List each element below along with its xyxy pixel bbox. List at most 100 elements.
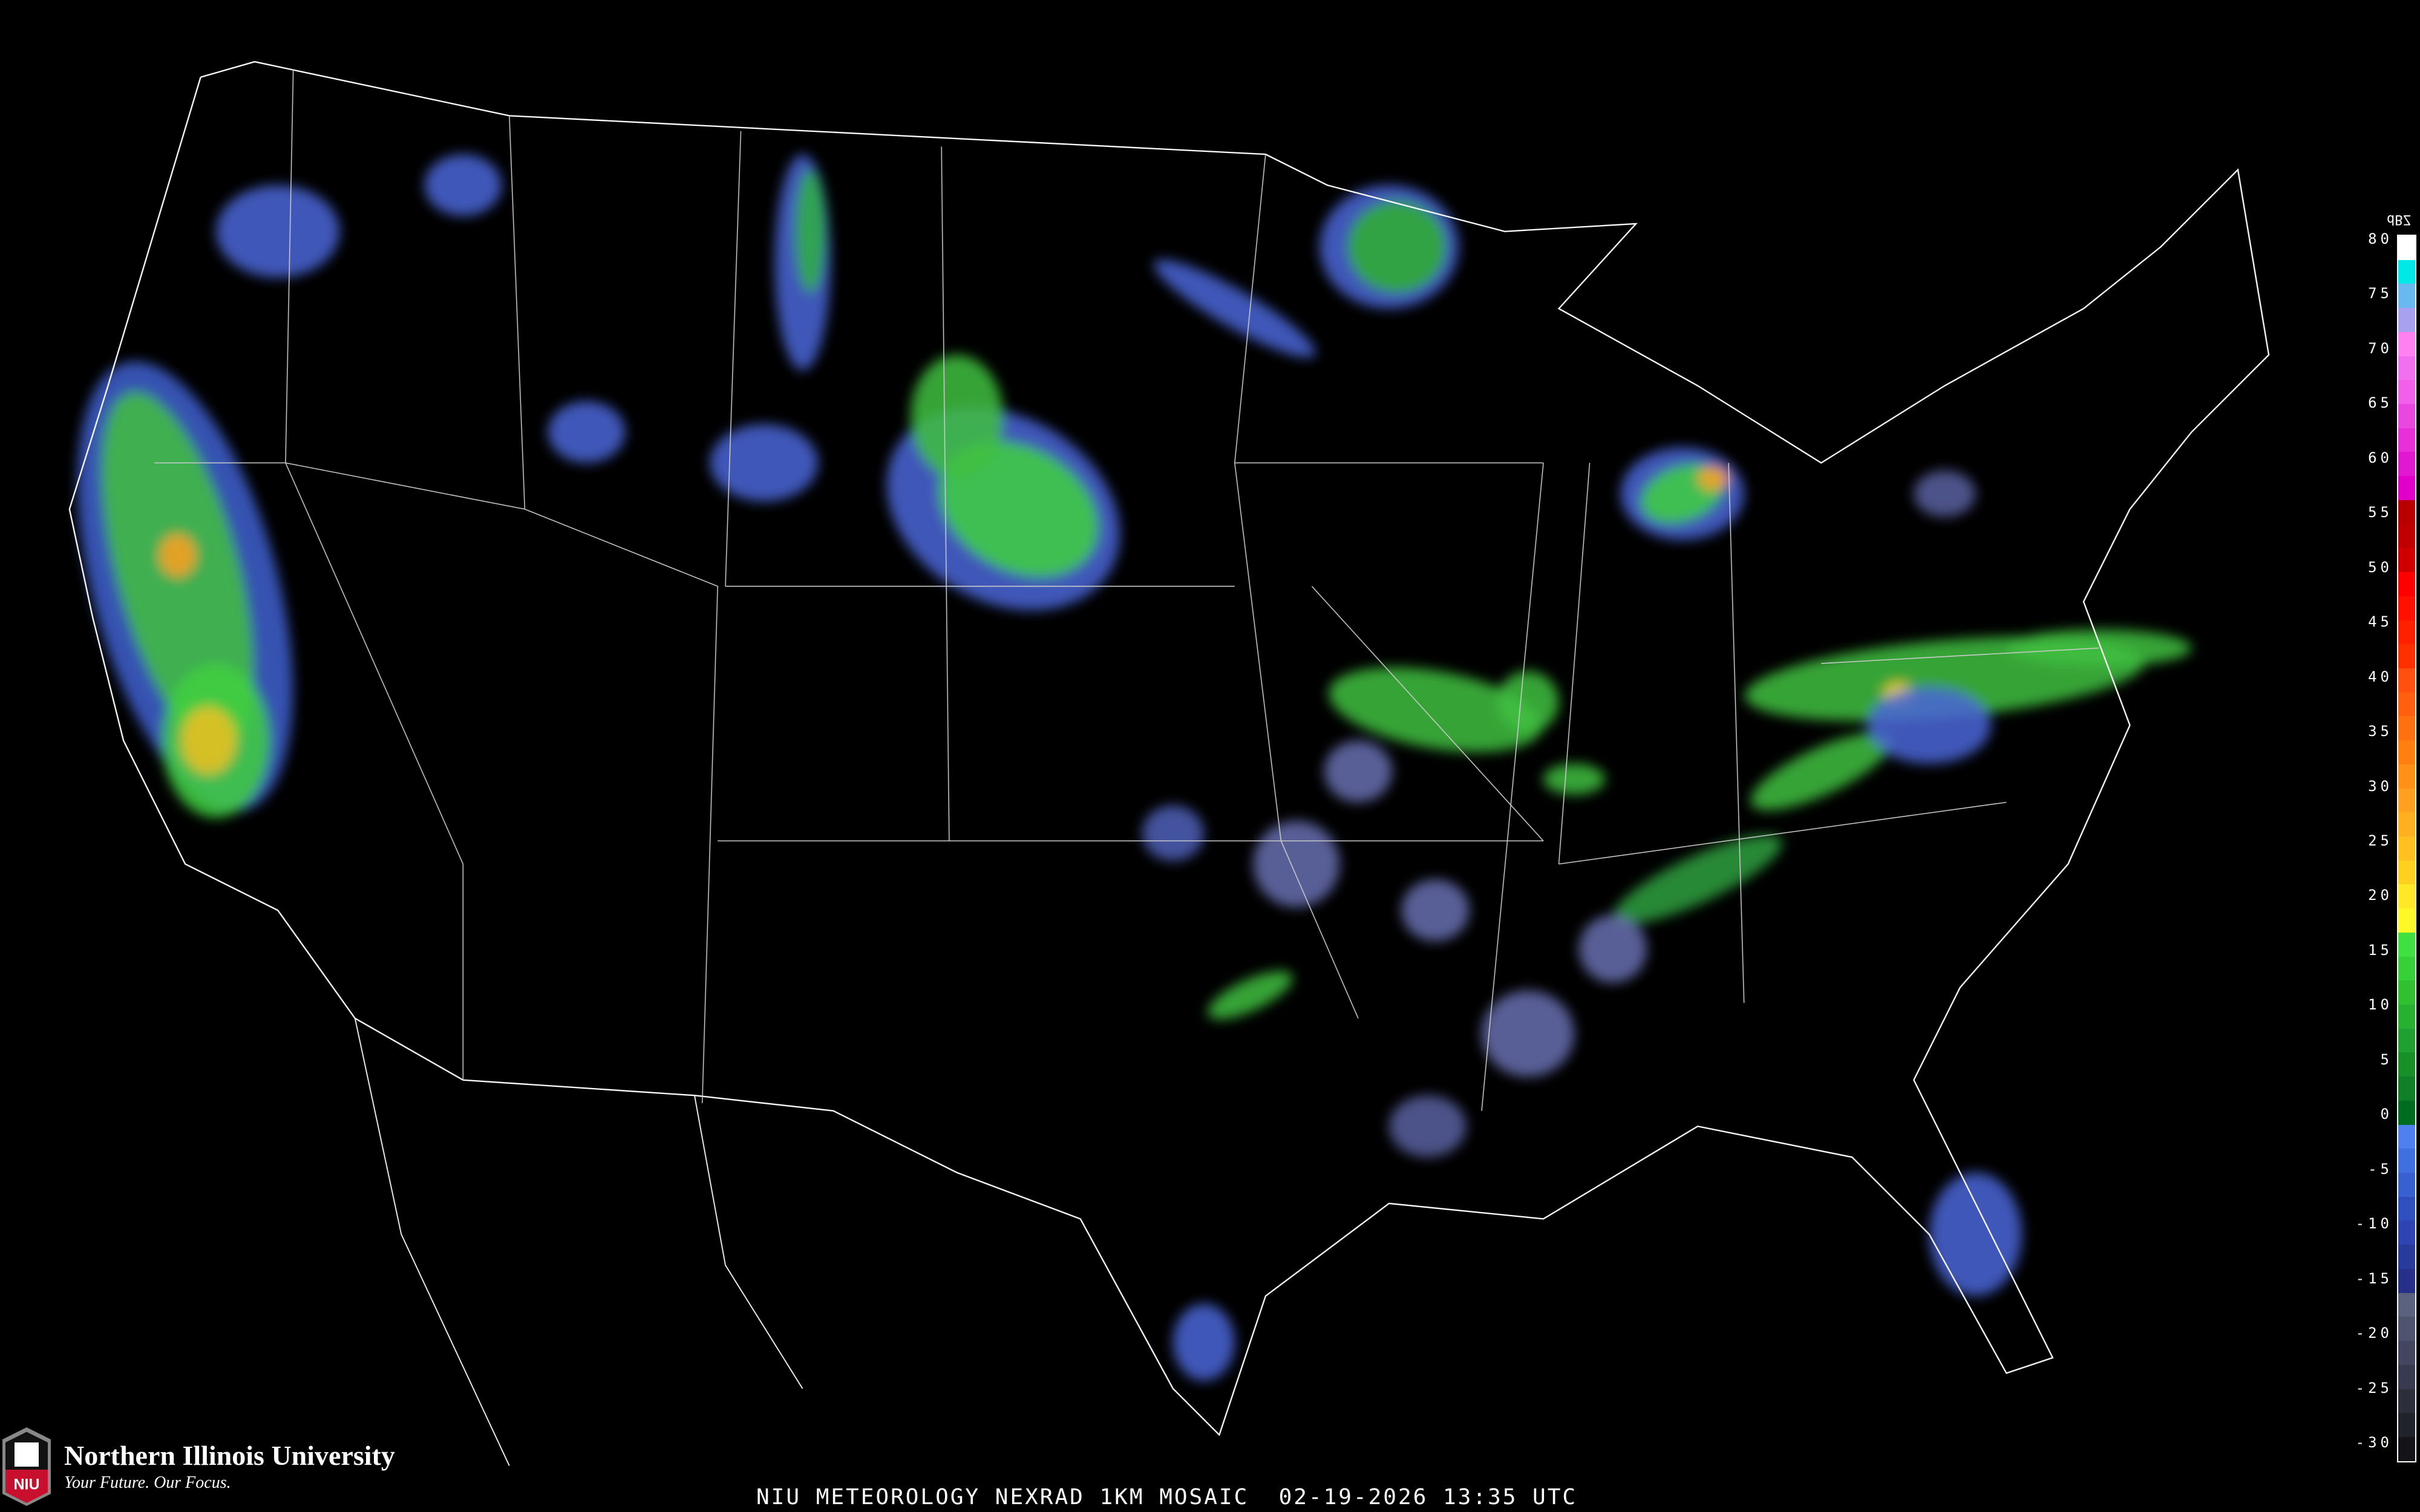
radar-echo: [180, 706, 237, 775]
legend-swatch: [2398, 404, 2415, 428]
legend-swatch: [2398, 1341, 2415, 1365]
university-tagline: Your Future. Our Focus.: [64, 1473, 231, 1493]
legend-tick-label: -5: [2368, 1160, 2393, 1178]
legend-tick-label: 45: [2368, 613, 2393, 631]
niu-shield-icon: NIU: [2, 1427, 51, 1506]
legend-swatch: [2398, 476, 2415, 500]
legend-swatch: [2398, 1436, 2415, 1461]
radar-echo: [1481, 990, 1575, 1077]
legend-swatch: [2398, 1028, 2415, 1053]
radar-echo: [1324, 740, 1393, 803]
legend-tick-label: 50: [2368, 558, 2393, 576]
legend-swatch: [2398, 1100, 2415, 1125]
legend-swatch: [2398, 668, 2415, 692]
legend-swatch: [2398, 428, 2415, 452]
legend-tick-label: -10: [2355, 1215, 2393, 1233]
mosaic-title: NIU METEOROLOGY NEXRAD 1KM MOSAIC 02-19-…: [756, 1485, 1578, 1510]
legend-swatch: [2398, 692, 2415, 717]
radar-echo: [1142, 805, 1204, 861]
legend-tick-label: 70: [2368, 339, 2393, 357]
radar-echo: [1347, 200, 1447, 293]
legend-swatch: [2398, 524, 2415, 549]
legend-swatch: [2398, 932, 2415, 957]
legend-tick-label: -25: [2355, 1379, 2393, 1396]
radar-echo: [1497, 671, 1559, 733]
legend-swatch: [2398, 1389, 2415, 1413]
legend-swatch: [2398, 331, 2415, 356]
legend-swatch: [2398, 284, 2415, 308]
legend-swatch: [2398, 1268, 2415, 1293]
legend-swatch: [2398, 308, 2415, 332]
legend-swatch: [2398, 500, 2415, 524]
legend-swatch: [2398, 908, 2415, 933]
reflectivity-color-scale: [2397, 235, 2416, 1462]
legend-tick-label: 30: [2368, 777, 2393, 795]
legend-tick-label: 60: [2368, 449, 2393, 466]
radar-echo: [710, 424, 819, 502]
legend-swatch: [2398, 884, 2415, 909]
legend-swatch: [2398, 1245, 2415, 1269]
legend-unit: dBZ: [2387, 212, 2411, 227]
legend-swatch: [2398, 764, 2415, 789]
radar-echo: [1543, 763, 1606, 795]
radar-echo: [216, 185, 340, 278]
legend-swatch: [2398, 740, 2415, 764]
conus-outline: [68, 60, 2270, 1436]
legend-swatch: [2398, 836, 2415, 861]
legend-tick-label: -20: [2355, 1325, 2393, 1342]
radar-echo: [1914, 471, 1976, 517]
legend-tick-label: 75: [2368, 285, 2393, 302]
legend-tick-label: 40: [2368, 668, 2393, 685]
radar-echo: [1750, 732, 1892, 810]
legend-swatch: [2398, 980, 2415, 1005]
legend-tick-label: -30: [2355, 1434, 2393, 1451]
legend-swatch: [2398, 380, 2415, 405]
legend-swatch: [2398, 1052, 2415, 1077]
radar-echoes: [77, 154, 2192, 1381]
legend-swatch: [2398, 716, 2415, 741]
legend-swatch: [2398, 956, 2415, 981]
legend-swatch: [2398, 644, 2415, 668]
legend-swatch: [2398, 812, 2415, 836]
legend-swatch: [2398, 548, 2415, 573]
legend-tick-label: 20: [2368, 887, 2393, 904]
radar-echo: [1329, 667, 1542, 752]
legend-swatch: [2398, 1317, 2415, 1341]
legend-tick-label: 65: [2368, 394, 2393, 412]
legend-swatch: [2398, 452, 2415, 477]
radar-echo: [1253, 821, 1340, 907]
legend-tick-label: 25: [2368, 832, 2393, 849]
university-name: Northern Illinois University: [64, 1439, 395, 1471]
legend-swatch: [2398, 1292, 2415, 1317]
radar-echo: [1388, 1095, 1467, 1158]
legend-swatch: [2398, 1173, 2415, 1197]
radar-echo: [1154, 259, 1316, 358]
state-borders: [154, 69, 2099, 1111]
radar-echo: [911, 354, 1004, 478]
legend-swatch: [2398, 1124, 2415, 1149]
legend-swatch: [2398, 572, 2415, 596]
radar-echo: [1172, 1303, 1235, 1381]
legend-swatch: [2398, 259, 2415, 284]
legend-swatch: [2398, 1413, 2415, 1437]
radar-echo: [1208, 971, 1293, 1020]
legend-swatch: [2398, 1364, 2415, 1389]
legend-tick-label: 5: [2380, 1051, 2393, 1068]
radar-echo: [938, 441, 1099, 578]
legend-swatch: [2398, 356, 2415, 380]
radar-echo: [1867, 686, 1991, 764]
legend-swatch: [2398, 596, 2415, 621]
niu-logo: NIU Northern Illinois University Your Fu…: [2, 1427, 395, 1506]
legend-swatch: [2398, 1220, 2415, 1245]
radar-echo: [159, 533, 196, 578]
radar-echo: [794, 169, 826, 293]
svg-text:NIU: NIU: [13, 1476, 39, 1493]
legend-swatch: [2398, 1196, 2415, 1221]
radar-echo: [1401, 879, 1470, 942]
legend-tick-label: 55: [2368, 504, 2393, 521]
legend-swatch: [2398, 860, 2415, 885]
legend-swatch: [2398, 1077, 2415, 1101]
legend-swatch: [2398, 236, 2415, 260]
